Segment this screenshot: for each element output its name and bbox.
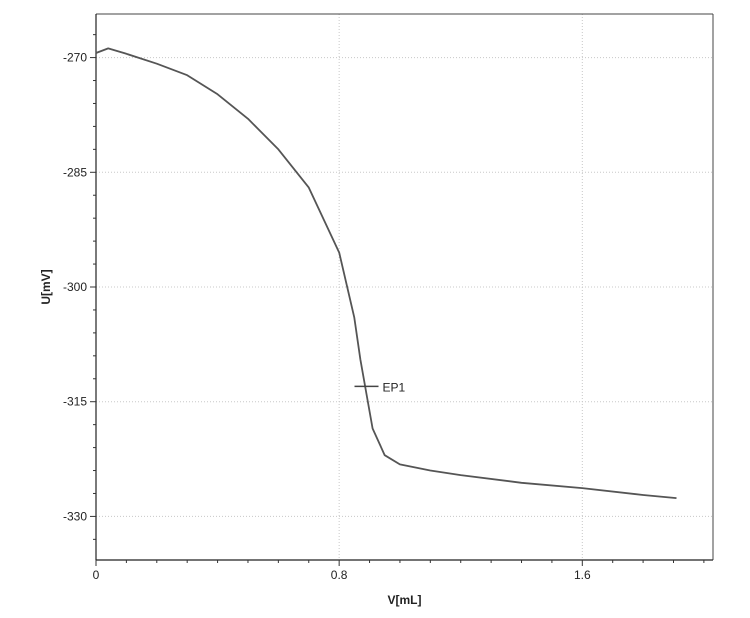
y-tick-label: -315 — [63, 395, 87, 409]
y-tick-label: -330 — [63, 509, 87, 523]
series-lines — [95, 47, 677, 499]
tick-marks — [90, 34, 705, 566]
endpoint-label: EP1 — [383, 380, 406, 394]
x-tick-label: 1.6 — [574, 568, 591, 582]
y-tick-label: -285 — [63, 165, 87, 179]
annotations: EP1 — [354, 380, 406, 394]
x-tick-label: 0 — [93, 568, 100, 582]
y-tick-label: -270 — [63, 51, 87, 65]
x-axis-title: V[mL] — [388, 593, 422, 607]
x-tick-label: 0.8 — [331, 568, 348, 582]
series-line — [95, 47, 677, 499]
grid-lines — [96, 14, 713, 560]
y-tick-label: -300 — [63, 280, 87, 294]
tick-labels: -270 -285 -300 -315 -330 0 0.8 1.6 — [63, 51, 591, 582]
y-axis-title: U[mV] — [39, 269, 53, 304]
plot-area — [96, 14, 713, 560]
